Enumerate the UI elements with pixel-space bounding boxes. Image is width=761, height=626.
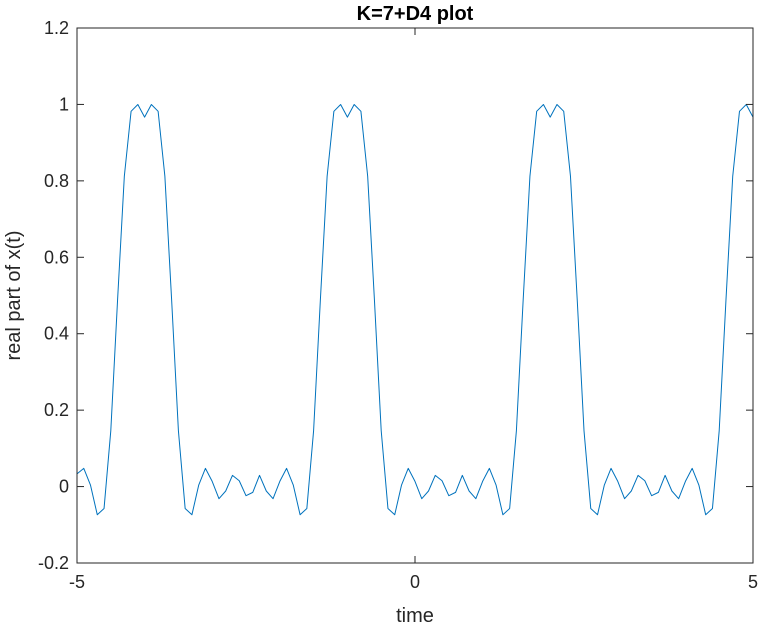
y-axis-label: real part of x(t) (3, 230, 25, 360)
y-tick-label: -0.2 (38, 553, 69, 573)
x-tick-label: 0 (410, 572, 420, 592)
y-tick-label: 1 (59, 94, 69, 114)
y-tick-label: 0.6 (44, 247, 69, 267)
series-layer (76, 104, 754, 516)
axes-box (76, 27, 754, 564)
tick-layer: -5 0 5 -0.2 0 0.2 0.4 0.6 0.8 1 1.2 (38, 18, 758, 592)
x-tick-label: -5 (69, 572, 85, 592)
x-tick-label: 5 (748, 572, 758, 592)
y-tick-label: 0.2 (44, 400, 69, 420)
x-axis-label: time (396, 605, 434, 626)
y-tick-label: 0.4 (44, 324, 69, 344)
plot-area (77, 28, 753, 563)
series-line-0 (76, 104, 754, 516)
chart-title: K=7+D4 plot (357, 3, 474, 25)
y-tick-label: 0.8 (44, 171, 69, 191)
y-tick-label: 1.2 (44, 18, 69, 38)
y-tick-label: 0 (59, 477, 69, 497)
